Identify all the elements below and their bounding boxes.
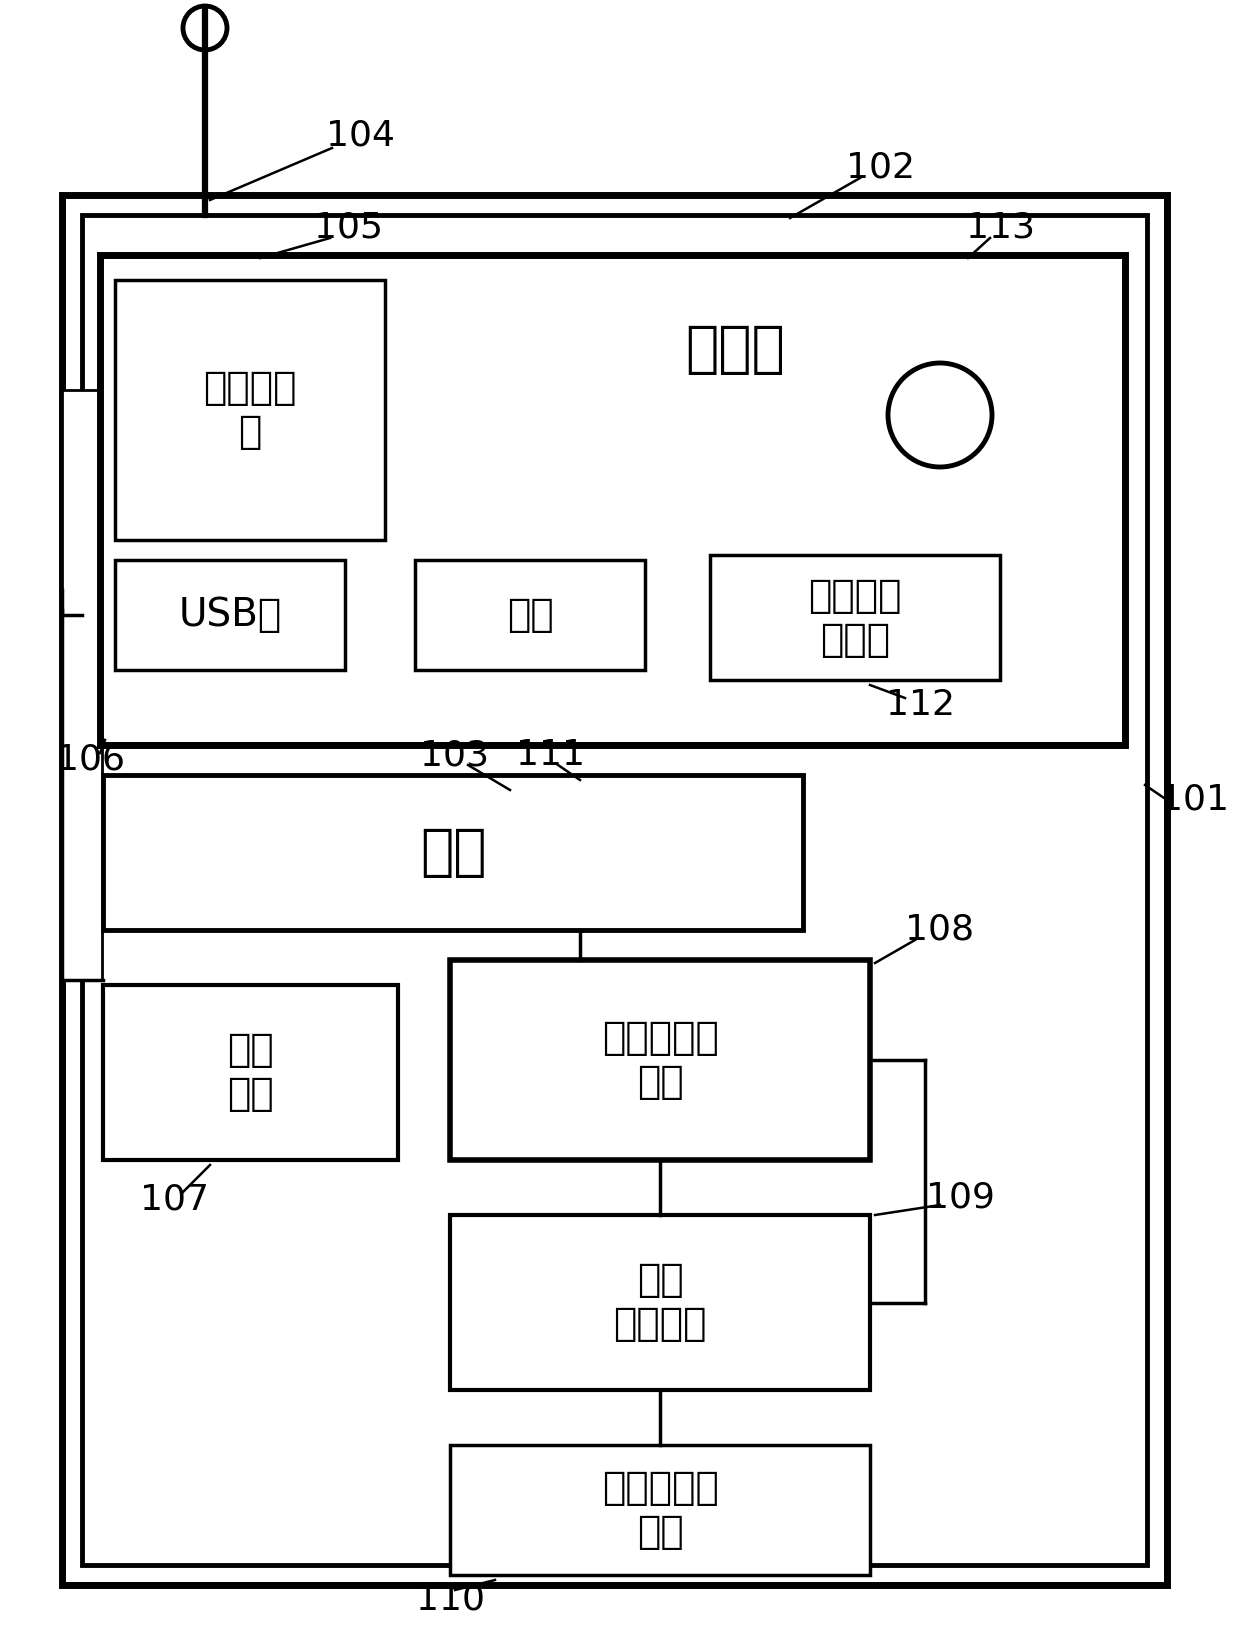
Text: 110: 110 xyxy=(415,1583,485,1617)
Bar xyxy=(450,960,870,1160)
Text: 104: 104 xyxy=(325,119,394,153)
Text: 113: 113 xyxy=(966,211,1034,245)
Text: 充电
电路: 充电 电路 xyxy=(227,1032,274,1113)
Text: 单片微型计
算机: 单片微型计 算机 xyxy=(601,1019,718,1102)
Text: 107: 107 xyxy=(140,1183,210,1217)
Text: 电池: 电池 xyxy=(420,826,486,879)
Text: 液晶显示
屏: 液晶显示 屏 xyxy=(203,369,296,452)
Text: 无线
收发电路: 无线 收发电路 xyxy=(614,1261,707,1344)
Text: USB座: USB座 xyxy=(179,596,281,634)
Text: 105: 105 xyxy=(314,211,382,245)
Bar xyxy=(115,561,345,670)
Bar xyxy=(103,985,398,1160)
Bar xyxy=(82,214,1147,1565)
Text: 控制板: 控制板 xyxy=(686,323,785,377)
Text: 111: 111 xyxy=(516,738,584,772)
Text: 103: 103 xyxy=(420,738,490,772)
Text: 112: 112 xyxy=(885,687,955,722)
Bar xyxy=(62,195,1167,1584)
Bar xyxy=(100,255,1125,744)
Text: 红外遥控
接收器: 红外遥控 接收器 xyxy=(808,577,901,658)
Text: 红外遥控接
收器: 红外遥控接 收器 xyxy=(601,1469,718,1550)
Text: 108: 108 xyxy=(905,913,975,947)
Text: 按键: 按键 xyxy=(507,596,553,634)
Text: 101: 101 xyxy=(1161,783,1230,817)
Bar xyxy=(103,775,804,930)
Text: 109: 109 xyxy=(925,1181,994,1216)
Bar xyxy=(711,556,999,679)
Bar xyxy=(450,1216,870,1389)
Text: 102: 102 xyxy=(846,151,915,185)
Bar xyxy=(415,561,645,670)
Bar xyxy=(450,1445,870,1575)
Bar xyxy=(115,280,384,540)
Bar xyxy=(62,390,102,980)
Text: 106: 106 xyxy=(56,743,124,777)
